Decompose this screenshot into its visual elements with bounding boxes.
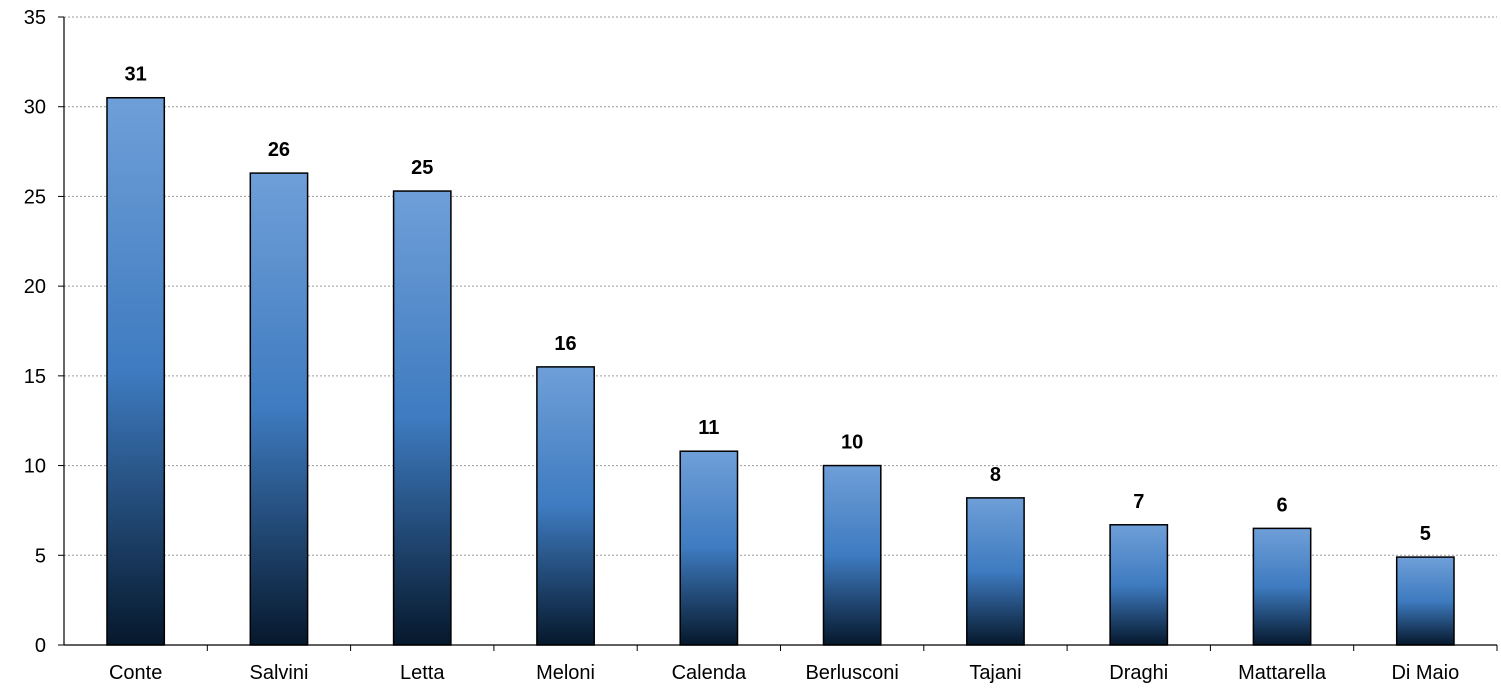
x-category-label: Salvini	[249, 662, 308, 684]
x-category-label: Calenda	[672, 662, 747, 684]
bar-berlusconi	[822, 464, 882, 646]
data-label: 5	[1420, 523, 1431, 545]
x-category-label: Di Maio	[1391, 662, 1459, 684]
bar-salvini	[249, 172, 309, 646]
data-label: 26	[268, 139, 290, 161]
data-label: 25	[411, 157, 433, 179]
bars	[106, 96, 1455, 646]
bar-tajani	[966, 497, 1025, 646]
x-category-label: Meloni	[536, 662, 595, 684]
y-tick-label: 15	[24, 366, 46, 388]
y-tick-label: 10	[24, 456, 46, 478]
x-category-label: Tajani	[969, 662, 1021, 684]
y-tick-label: 0	[35, 635, 46, 657]
x-category-label: Mattarella	[1238, 662, 1327, 684]
y-tick-label: 35	[24, 7, 46, 29]
data-label: 8	[990, 464, 1001, 486]
bar-calenda	[679, 450, 739, 646]
bar-conte	[106, 96, 166, 646]
x-category-label: Berlusconi	[805, 662, 898, 684]
x-category-label: Conte	[109, 662, 162, 684]
data-label: 6	[1276, 494, 1287, 516]
x-category-labels: Conte Salvini Letta Meloni Calenda Berlusconi…	[109, 662, 1459, 684]
y-tick-label: 30	[24, 97, 46, 119]
gridlines	[64, 16, 1497, 556]
data-label: 16	[554, 333, 576, 355]
bar-draghi	[1109, 524, 1169, 646]
data-label: 11	[698, 417, 719, 439]
data-label: 10	[841, 432, 863, 454]
y-tick-label: 20	[24, 276, 46, 298]
data-label: 7	[1133, 491, 1144, 513]
y-tick-labels: 0 5 10 15 20 25 30 35	[24, 7, 46, 657]
bar-mattarella	[1252, 527, 1312, 646]
data-labels: 31 26 25 16 11 10 8 7 6 5	[125, 64, 1431, 545]
x-category-label: Draghi	[1109, 662, 1168, 684]
bar-di-maio	[1395, 556, 1455, 646]
x-category-label: Letta	[400, 662, 445, 684]
axes	[58, 16, 1498, 651]
y-tick-label: 5	[35, 545, 46, 567]
bar-letta	[392, 190, 452, 646]
bar-meloni	[536, 366, 595, 646]
data-label: 31	[125, 64, 147, 86]
y-tick-label: 25	[24, 186, 46, 208]
